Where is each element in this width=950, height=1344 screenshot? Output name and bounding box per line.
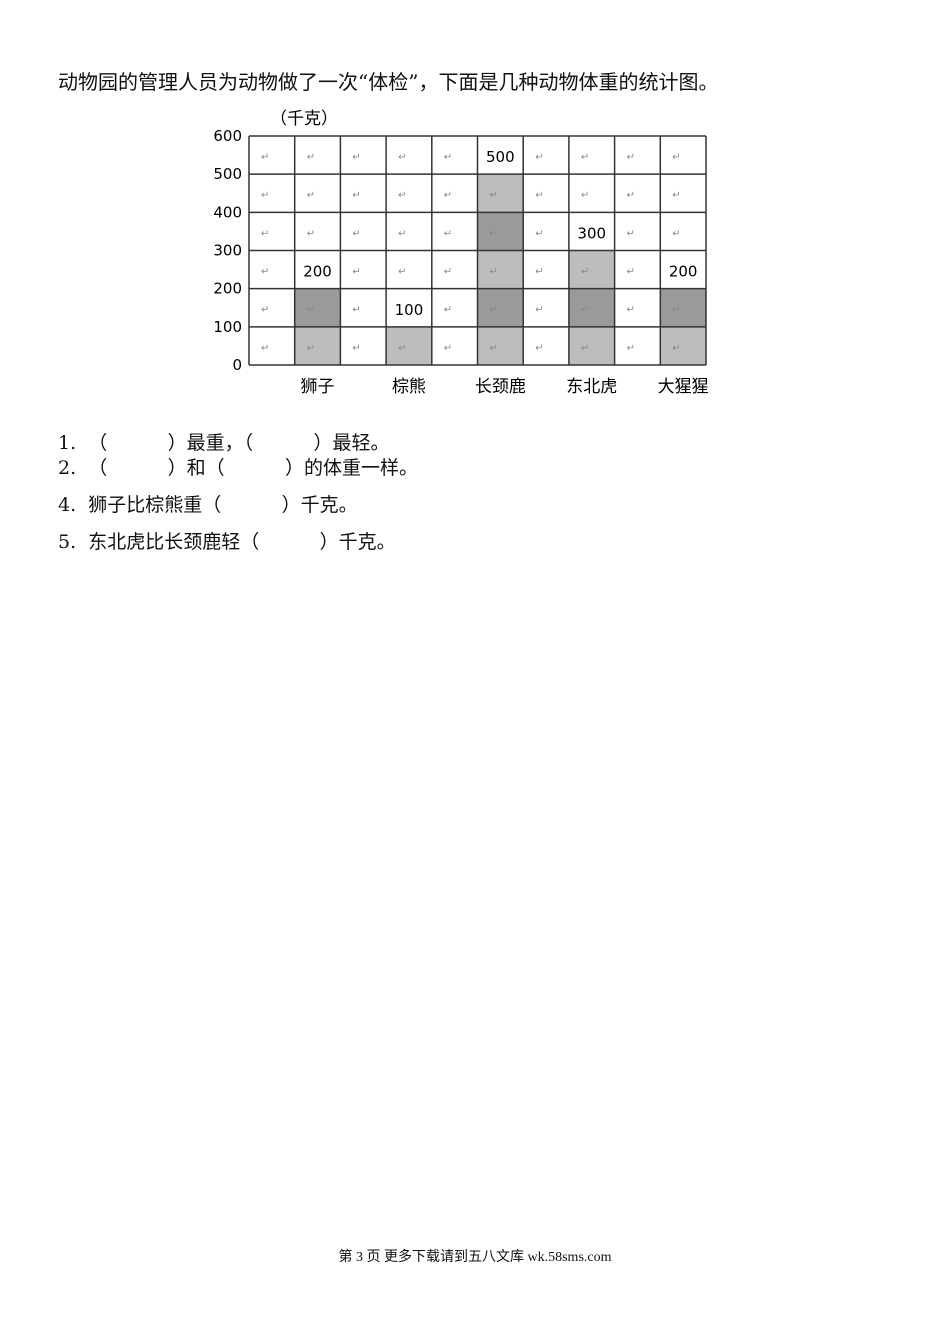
category-label: 棕熊 — [392, 377, 426, 397]
return-mark: ↵ — [307, 190, 315, 201]
return-mark: ↵ — [627, 305, 635, 316]
category-label: 大猩猩 — [658, 377, 709, 397]
return-mark: ↵ — [307, 152, 315, 163]
weight-bar-chart: （千克） 200 狮子 100 棕熊 500 长颈鹿 300 东北虎 200 大猩猩 ↵ ↵ ↵ ↵ ↵ ↵ ↵… — [213, 109, 709, 397]
return-mark: ↵ — [307, 343, 315, 354]
return-mark: ↵ — [398, 152, 406, 163]
return-mark: ↵ — [672, 152, 680, 163]
bar-segment — [568, 288, 615, 327]
intro-text: 动物园的管理人员为动物做了一次“体检”，下面是几种动物体重的统计图。 — [58, 70, 719, 94]
return-mark: ↵ — [535, 228, 543, 239]
return-mark: ↵ — [398, 267, 406, 278]
return-mark: ↵ — [490, 305, 498, 316]
return-mark: ↵ — [444, 343, 452, 354]
return-mark: ↵ — [581, 267, 589, 278]
y-tick-label: 600 — [213, 127, 242, 145]
return-mark: ↵ — [444, 152, 452, 163]
return-mark: ↵ — [535, 343, 543, 354]
return-mark: ↵ — [535, 152, 543, 163]
y-unit-label: （千克） — [270, 109, 338, 129]
bar-segment — [568, 250, 615, 289]
return-mark: ↵ — [352, 228, 360, 239]
y-tick-label: 200 — [213, 280, 242, 298]
return-mark: ↵ — [444, 190, 452, 201]
return-mark: ↵ — [490, 343, 498, 354]
return-mark: ↵ — [490, 190, 498, 201]
return-mark: ↵ — [672, 305, 680, 316]
question-2: 2. （ ）和（ ）的体重一样。 — [58, 457, 418, 479]
bar-segment — [477, 288, 524, 327]
y-tick-label: 300 — [213, 242, 242, 260]
data-label: 300 — [577, 225, 606, 243]
return-mark: ↵ — [581, 305, 589, 316]
y-tick-label: 0 — [232, 356, 242, 374]
return-mark: ↵ — [581, 343, 589, 354]
data-label: 200 — [303, 263, 332, 281]
return-mark: ↵ — [352, 152, 360, 163]
bar-segment — [660, 326, 706, 365]
return-mark: ↵ — [261, 305, 269, 316]
return-mark: ↵ — [627, 343, 635, 354]
y-tick-label: 400 — [213, 203, 242, 221]
return-mark: ↵ — [307, 228, 315, 239]
question-5: 5. 东北虎比长颈鹿轻（ ）千克。 — [58, 531, 396, 553]
return-mark: ↵ — [490, 267, 498, 278]
category-label: 东北虎 — [566, 377, 617, 397]
question-1: 1. （ ）最重，（ ）最轻。 — [58, 432, 390, 454]
return-mark: ↵ — [444, 267, 452, 278]
bar-segment — [477, 212, 524, 251]
return-mark: ↵ — [672, 190, 680, 201]
return-mark: ↵ — [261, 343, 269, 354]
return-mark: ↵ — [535, 267, 543, 278]
return-mark: ↵ — [535, 305, 543, 316]
return-mark: ↵ — [581, 152, 589, 163]
return-mark: ↵ — [627, 152, 635, 163]
bar-segment — [294, 326, 341, 365]
category-label: 长颈鹿 — [475, 377, 526, 397]
return-mark: ↵ — [672, 228, 680, 239]
bar-segment — [568, 326, 615, 365]
return-mark: ↵ — [672, 343, 680, 354]
bar-segment — [477, 326, 524, 365]
return-mark: ↵ — [627, 190, 635, 201]
bar-segment — [477, 250, 524, 289]
data-label: 200 — [669, 263, 698, 281]
return-mark: ↵ — [627, 267, 635, 278]
return-mark: ↵ — [581, 190, 589, 201]
return-mark: ↵ — [261, 190, 269, 201]
return-mark: ↵ — [261, 152, 269, 163]
page-footer: 第 3 页 更多下载请到五八文库 wk.58sms.com — [338, 1250, 612, 1265]
return-mark: ↵ — [352, 267, 360, 278]
data-label: 100 — [395, 301, 424, 319]
bar-segment — [660, 288, 706, 327]
return-mark: ↵ — [307, 305, 315, 316]
return-mark: ↵ — [352, 305, 360, 316]
data-label: 500 — [486, 148, 515, 166]
bar-segment — [477, 174, 524, 213]
return-mark: ↵ — [398, 343, 406, 354]
category-label: 狮子 — [301, 377, 335, 397]
y-tick-label: 100 — [213, 318, 242, 336]
y-tick-label: 500 — [213, 165, 242, 183]
question-4: 4. 狮子比棕熊重（ ）千克。 — [58, 494, 358, 516]
return-mark: ↵ — [261, 267, 269, 278]
return-mark: ↵ — [352, 190, 360, 201]
return-mark: ↵ — [398, 228, 406, 239]
return-mark: ↵ — [261, 228, 269, 239]
bar-segment — [386, 326, 432, 365]
return-mark: ↵ — [535, 190, 543, 201]
return-mark: ↵ — [627, 228, 635, 239]
bar-segment — [294, 288, 341, 327]
return-mark: ↵ — [444, 305, 452, 316]
return-mark: ↵ — [444, 228, 452, 239]
return-mark: ↵ — [352, 343, 360, 354]
return-mark: ↵ — [490, 228, 498, 239]
return-mark: ↵ — [398, 190, 406, 201]
